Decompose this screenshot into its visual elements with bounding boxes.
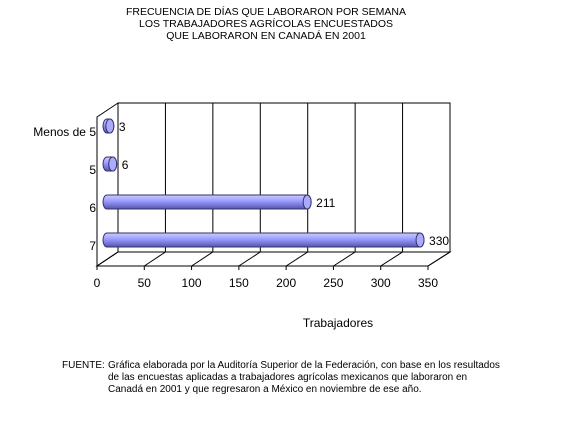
x-tick-label: 100 xyxy=(182,276,202,290)
bar-cap xyxy=(302,194,312,210)
x-axis-title: Trabajadores xyxy=(303,316,373,330)
bar xyxy=(102,194,312,210)
y-tick-label: Menos de 5 xyxy=(33,125,96,139)
chart-title: FRECUENCIA DE DÍAS QUE LABORARON POR SEM… xyxy=(126,5,406,18)
bar xyxy=(102,232,425,248)
floor-line xyxy=(427,251,451,267)
floor-line xyxy=(191,251,214,267)
floor-line xyxy=(96,251,119,267)
y-tick-label: 6 xyxy=(89,201,96,215)
bar-cap xyxy=(415,232,425,248)
floor-line xyxy=(144,251,166,267)
value-label: 211 xyxy=(316,196,335,210)
value-label: 6 xyxy=(122,158,129,172)
chart-title: QUE LABORARON EN CANADÁ EN 2001 xyxy=(166,29,366,42)
x-tick-label: 350 xyxy=(418,276,438,290)
x-tick-label: 250 xyxy=(323,276,343,290)
floor xyxy=(95,251,452,267)
footnote: FUENTE: Gráfica elaborada por la Auditor… xyxy=(62,360,502,396)
back-wall xyxy=(117,102,451,253)
floor-line xyxy=(333,251,356,267)
floor-line xyxy=(238,251,261,267)
x-tick-label: 0 xyxy=(94,276,101,290)
x-tick-label: 150 xyxy=(229,276,249,290)
floor-line xyxy=(285,251,308,267)
x-tick-label: 200 xyxy=(276,276,296,290)
x-tick-label: 300 xyxy=(371,276,391,290)
x-tick-label: 50 xyxy=(138,276,152,290)
footnote-label: FUENTE: xyxy=(62,360,105,371)
floor-line xyxy=(380,251,403,267)
chart-title: LOS TRABAJADORES AGRÍCOLAS ENCUESTADOS xyxy=(139,17,393,30)
y-tick-label: 5 xyxy=(89,163,96,177)
value-label: 3 xyxy=(119,120,126,134)
footnote-text: Gráfica elaborada por la Auditoría Super… xyxy=(108,360,500,395)
chart: FRECUENCIA DE DÍAS QUE LABORARON POR SEM… xyxy=(33,5,452,330)
bar-cap xyxy=(108,156,118,172)
value-label: 330 xyxy=(429,234,449,248)
bar-cap xyxy=(105,118,115,134)
y-tick-label: 7 xyxy=(89,239,96,253)
